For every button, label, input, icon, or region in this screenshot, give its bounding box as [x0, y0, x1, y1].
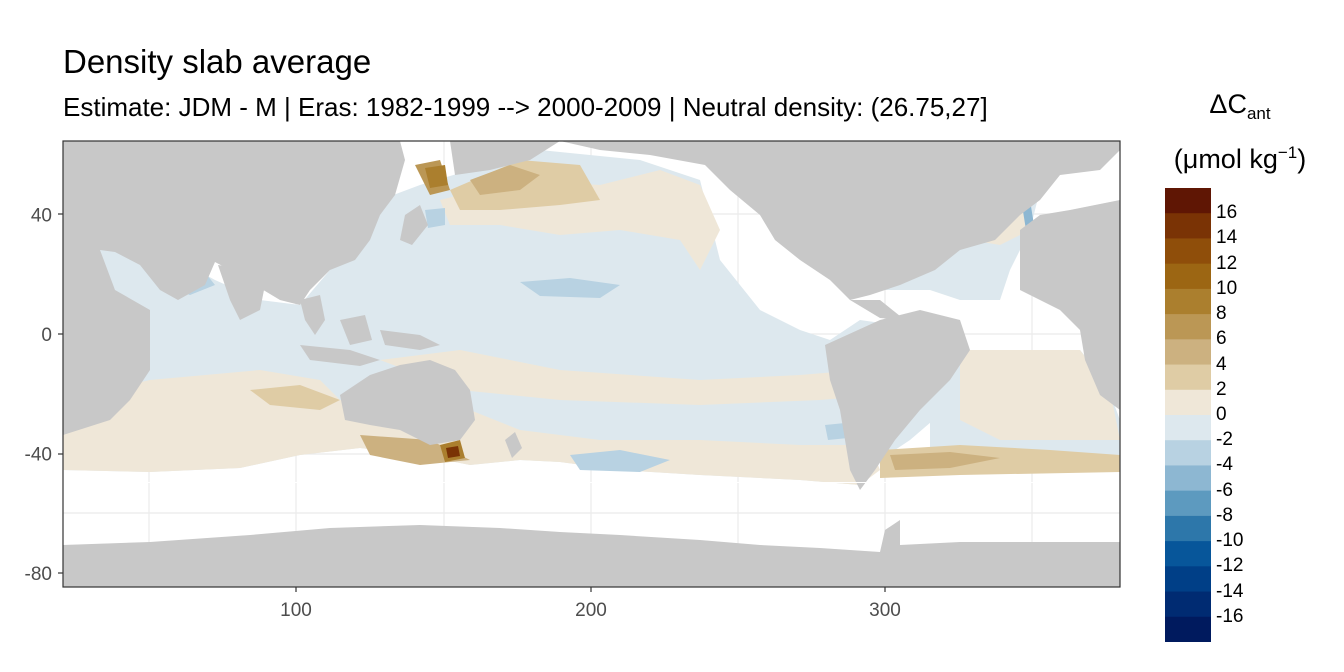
- legend-color-step: [1165, 541, 1211, 567]
- y-tick-label: -40: [25, 445, 52, 466]
- legend-color-step: [1165, 314, 1211, 340]
- legend-color-step: [1165, 389, 1211, 416]
- x-tick-label: 100: [280, 600, 312, 621]
- legend-label: -12: [1216, 555, 1244, 577]
- legend-title: ΔCant: [1209, 89, 1271, 123]
- legend-label: 0: [1216, 404, 1227, 425]
- legend-label: -16: [1216, 605, 1244, 627]
- legend-label: 10: [1216, 277, 1238, 299]
- legend-color-step: [1165, 364, 1211, 391]
- y-tick-label: 0: [41, 325, 52, 346]
- legend-color-step: [1165, 188, 1211, 214]
- y-tick-label: 40: [31, 205, 52, 226]
- legend-label: 16: [1216, 202, 1238, 224]
- legend-color-step: [1165, 591, 1211, 618]
- legend-color-step: [1165, 288, 1211, 315]
- plot-subtitle: Estimate: JDM - M | Eras: 1982-1999 --> …: [63, 92, 988, 122]
- legend-label: -10: [1216, 530, 1244, 552]
- legend-unit: (μmol kg−1): [1173, 143, 1307, 174]
- legend-color-step: [1165, 238, 1211, 265]
- x-axis-ticks: [295, 587, 886, 592]
- legend-color-step: [1165, 465, 1211, 492]
- legend-label: 2: [1216, 378, 1227, 400]
- x-tick-label: 300: [869, 600, 901, 621]
- legend-label: -8: [1216, 504, 1233, 526]
- legend-label: -4: [1216, 454, 1233, 476]
- legend-color-step: [1165, 339, 1211, 366]
- legend-color-step: [1165, 616, 1211, 642]
- legend-label: 14: [1216, 227, 1238, 249]
- land: [63, 141, 1120, 587]
- legend-label: -2: [1216, 429, 1233, 451]
- y-tick-labels: 40 0 -40 -80: [25, 205, 52, 585]
- legend-label: -14: [1216, 580, 1244, 602]
- legend-label: -6: [1216, 479, 1233, 501]
- x-tick-labels: 100 200 300: [280, 600, 901, 621]
- legend-label: 6: [1216, 328, 1227, 350]
- y-axis-ticks: [58, 213, 63, 574]
- legend-label: 8: [1216, 303, 1227, 325]
- legend-color-step: [1165, 515, 1211, 542]
- legend-color-step: [1165, 213, 1211, 239]
- x-tick-label: 200: [575, 600, 607, 621]
- legend-color-step: [1165, 263, 1211, 290]
- legend-colorbar: [1165, 188, 1211, 642]
- legend-color-step: [1165, 490, 1211, 517]
- legend-labels: 16 14 12 10 8 6 4 2 0 -2 -4 -6 -8 -10 -12 -14 -16: [1216, 188, 1296, 642]
- legend-color-step: [1165, 415, 1211, 441]
- legend-color-step: [1165, 566, 1211, 593]
- legend-label: 4: [1216, 353, 1227, 375]
- legend-label: 12: [1216, 252, 1238, 274]
- legend-color-step: [1165, 440, 1211, 466]
- plot-title: Density slab average: [63, 43, 372, 80]
- y-tick-label: -80: [25, 564, 52, 585]
